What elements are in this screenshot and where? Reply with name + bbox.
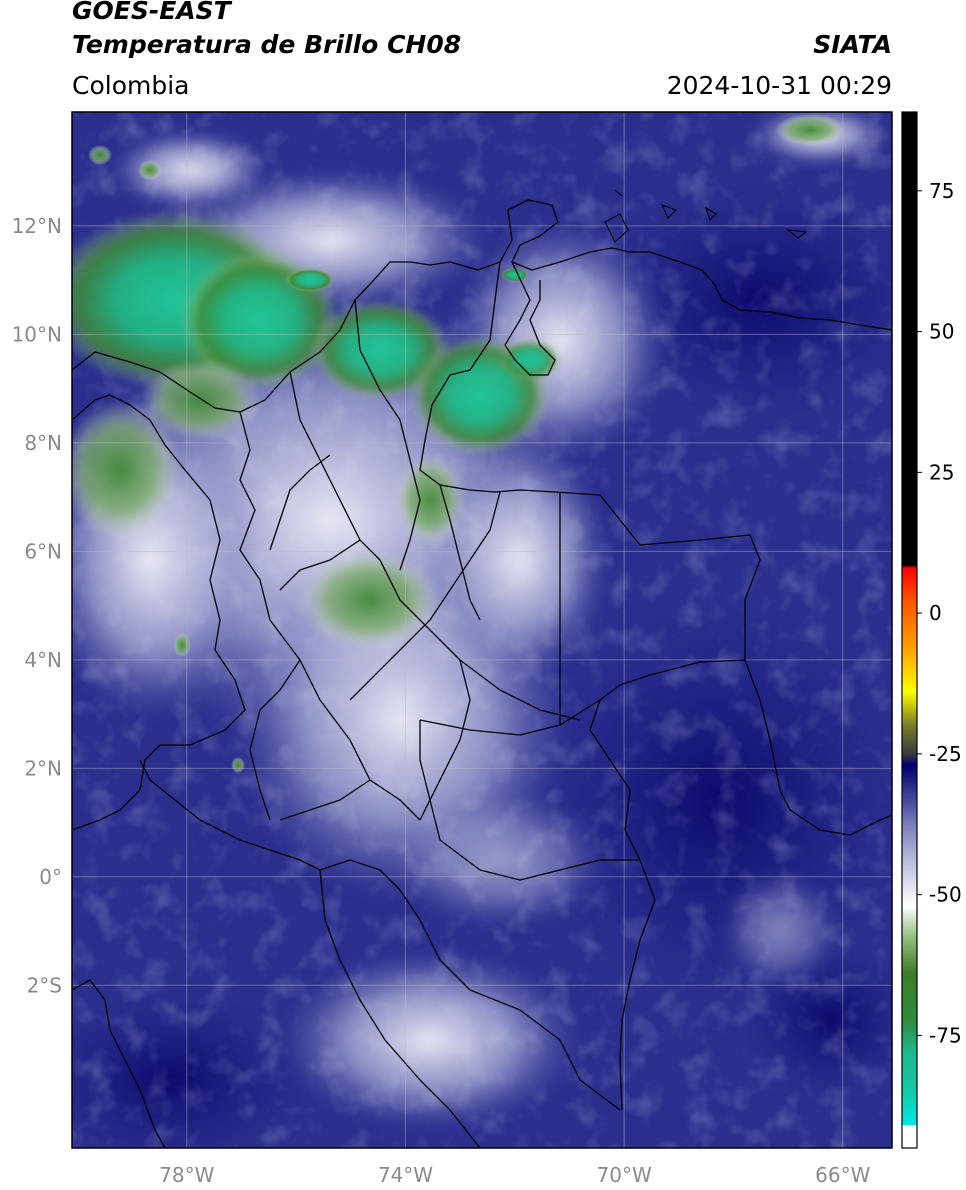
lat-tick-label: 6°N bbox=[24, 539, 62, 563]
timestamp-label: 2024-10-31 00:29 bbox=[666, 71, 892, 100]
colorbar-tick-label: -50 bbox=[929, 883, 962, 907]
lat-tick-label: 2°S bbox=[27, 973, 62, 997]
colorbar-tick-label: 75 bbox=[929, 179, 954, 203]
map-frame bbox=[71, 111, 893, 1149]
latitude-labels: 12°N 10°N 8°N 6°N 4°N 2°N 0° 2°S bbox=[12, 214, 62, 997]
colorbar-tick-label: 25 bbox=[929, 460, 954, 484]
lat-tick-label: 4°N bbox=[24, 648, 62, 672]
colorbar: 75 50 25 0 -25 -50 -75 bbox=[901, 111, 962, 1149]
lat-tick-label: 10°N bbox=[12, 322, 62, 346]
lat-tick-label: 12°N bbox=[12, 214, 62, 238]
region-label: Colombia bbox=[72, 71, 190, 100]
lat-tick-label: 0° bbox=[39, 865, 62, 889]
colorbar-tick-label: 0 bbox=[929, 601, 942, 625]
lon-tick-label: 78°W bbox=[159, 1163, 214, 1187]
map-gridlines bbox=[72, 112, 892, 1148]
colorbar-tick-label: 50 bbox=[929, 320, 954, 344]
colorbar-frame bbox=[901, 111, 918, 1149]
lon-tick-label: 70°W bbox=[597, 1163, 652, 1187]
colorbar-tick-label: -25 bbox=[929, 742, 962, 766]
island-outlines bbox=[604, 189, 808, 243]
organization-label: SIATA bbox=[813, 30, 892, 59]
satellite-title: GOES-EAST bbox=[72, 0, 231, 25]
country-borders bbox=[72, 199, 892, 1148]
lat-tick-label: 2°N bbox=[24, 756, 62, 780]
lon-tick-label: 66°W bbox=[815, 1163, 870, 1187]
lat-tick-label: 8°N bbox=[24, 431, 62, 455]
brightness-temperature-image bbox=[72, 112, 892, 1148]
lon-tick-label: 74°W bbox=[378, 1163, 433, 1187]
product-title: Temperatura de Brillo CH08 bbox=[72, 30, 462, 59]
longitude-labels: 78°W 74°W 70°W 66°W bbox=[159, 1163, 870, 1187]
colorbar-tick-label: -75 bbox=[929, 1023, 962, 1047]
